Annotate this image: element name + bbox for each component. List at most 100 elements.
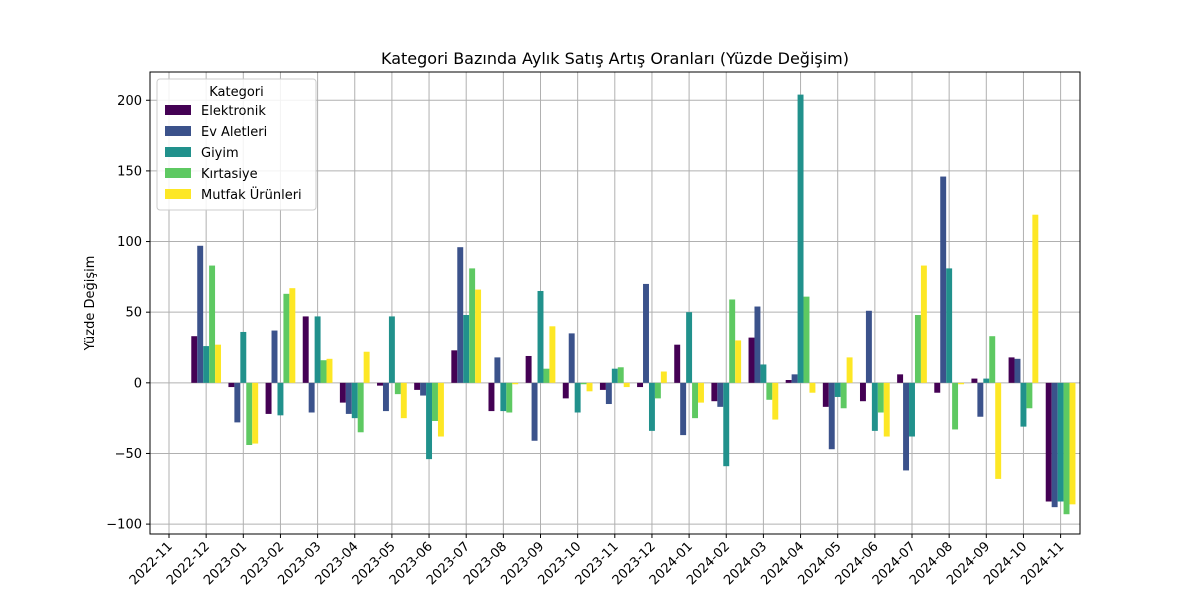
bar [326,358,333,383]
legend-swatch [165,189,191,199]
bar [983,378,990,383]
bar [617,367,624,383]
legend-swatch [165,168,191,178]
bar [748,337,755,383]
bar [977,382,984,417]
bar [283,293,290,383]
bar [952,382,959,430]
y-tick-label: 0 [134,376,142,391]
bar [451,350,458,383]
bar [611,368,618,383]
bar [488,382,495,412]
bar [723,382,730,467]
bar [865,310,872,383]
bar [203,346,210,383]
bar [277,382,284,416]
bar [345,382,352,414]
bar [494,357,501,383]
legend-label: Giyim [201,146,239,161]
bar [1026,382,1033,409]
bar [674,344,681,383]
bar [605,382,612,405]
bar [897,374,904,383]
bar [289,288,296,383]
bar [420,382,427,396]
bar [568,333,575,383]
bar [623,382,630,388]
bar [271,330,278,383]
y-tick-label: −100 [106,518,142,533]
bar [537,290,544,383]
chart-title: Kategori Bazında Aylık Satış Artış Oranl… [381,49,849,68]
bar [877,382,884,413]
bar [914,315,921,383]
bar [654,382,661,399]
bar [883,382,890,437]
bar [252,382,259,444]
bar [729,299,736,383]
bar [648,382,655,431]
bar [958,382,965,385]
bar [562,382,569,399]
bar [766,382,773,400]
y-axis: −100 −50 0 50 100 150 200 [106,94,150,533]
bar [822,382,829,407]
y-tick-label: 200 [117,94,142,109]
bar [228,382,235,388]
bar [828,382,835,450]
bar [414,382,421,390]
bar [660,371,667,383]
bar [469,268,476,383]
bar [735,340,742,383]
x-axis: 2022-112022-122023-012023-022023-032023-… [127,534,1067,588]
bar [643,283,649,383]
bar [586,382,593,392]
bar [363,351,370,383]
bar [989,336,996,383]
bar [197,245,204,383]
y-tick-label: −50 [115,447,142,462]
bar [531,382,538,441]
bar [475,289,482,383]
bar [302,316,309,383]
bar [1045,382,1052,502]
legend-label: Mutfak Ürünleri [201,186,302,203]
y-tick-label: 150 [117,164,142,179]
bar [265,382,272,414]
bar [377,382,383,386]
legend: Kategori Elektronik Ev Aletleri Giyim Kırtas… [156,78,317,211]
bar [246,382,253,445]
bar [711,382,718,402]
bar [351,382,358,419]
bar [909,382,915,437]
bar [580,382,587,385]
y-tick-label: 50 [125,306,142,321]
bar [1032,214,1039,383]
bar [308,382,315,413]
legend-swatch [165,126,191,136]
bar [637,382,644,388]
legend-box [156,78,317,211]
bar [717,382,724,407]
bar [437,382,444,437]
legend-label: Kırtasiye [201,167,258,182]
bar [463,315,470,383]
bar [500,382,507,412]
bar [432,382,438,421]
bar [871,382,878,431]
bar [388,316,395,383]
bar [1057,382,1064,502]
bar [314,316,321,383]
bar [760,364,767,383]
bar [191,336,198,383]
bar [357,382,364,433]
legend-swatch [165,105,191,115]
bars [191,94,1076,515]
bar [599,382,606,390]
bar [215,344,222,383]
bar [209,265,216,383]
bar [995,382,1002,479]
bar [834,382,841,397]
bar [1020,382,1027,427]
bar [1014,358,1021,383]
